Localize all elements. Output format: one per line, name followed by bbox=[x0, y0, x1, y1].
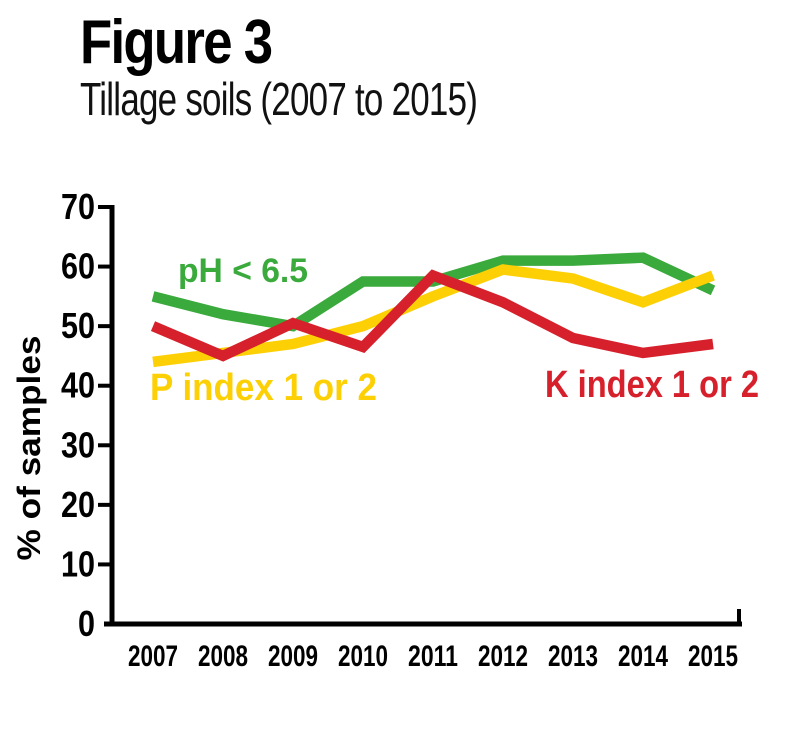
line-chart: 70 60 50 40 30 20 10 0 2007 2008 2009 2010 2011 2012 2… bbox=[0, 180, 790, 720]
y-axis-title: % of samples bbox=[11, 336, 47, 561]
x-tick-label: 2010 bbox=[338, 640, 388, 673]
figure-title: Figure 3 bbox=[80, 8, 273, 77]
y-tick-label: 0 bbox=[78, 603, 95, 644]
x-tick-label: 2008 bbox=[198, 640, 248, 673]
series-line-k-index bbox=[150, 269, 714, 362]
x-tick-label: 2015 bbox=[688, 640, 738, 673]
series-legend-p-index-label: P index 1 or 2 bbox=[150, 367, 377, 409]
y-tick-label: 70 bbox=[61, 186, 95, 227]
y-tick-label: 60 bbox=[61, 246, 95, 287]
x-tick-label: 2011 bbox=[408, 640, 458, 673]
figure-subtitle: Tillage soils (2007 to 2015) bbox=[80, 73, 478, 125]
x-tick-label: 2014 bbox=[618, 640, 668, 673]
x-tick-label: 2012 bbox=[478, 640, 528, 673]
x-tick-label: 2013 bbox=[548, 640, 598, 673]
x-tick-label: 2009 bbox=[268, 640, 318, 673]
y-tick-label: 50 bbox=[61, 305, 95, 346]
y-tick-label: 40 bbox=[61, 365, 95, 406]
y-tick-label: 10 bbox=[61, 543, 95, 584]
series-legend-ph-label: pH < 6.5 bbox=[178, 252, 308, 290]
y-tick-label: 20 bbox=[61, 484, 95, 525]
series-legend-k-index-label: K index 1 or 2 bbox=[545, 364, 759, 406]
x-tick-label: 2007 bbox=[128, 640, 178, 673]
y-tick-label: 30 bbox=[61, 424, 95, 465]
